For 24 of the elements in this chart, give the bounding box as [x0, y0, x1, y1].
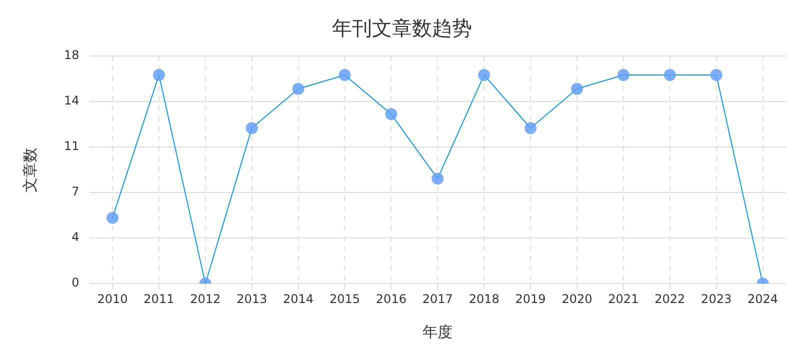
- x-tick-label: 2014: [283, 292, 314, 306]
- x-tick-label: 2016: [376, 292, 406, 306]
- x-tick-label: 2010: [97, 292, 128, 306]
- x-axis-title: 年度: [422, 322, 453, 341]
- x-tick-label: 2013: [236, 292, 268, 306]
- x-tick-label: 2020: [562, 292, 592, 306]
- x-tick-label: 2017: [422, 292, 453, 306]
- y-axis-title: 文章数: [20, 147, 39, 192]
- x-tick-label: 2024: [748, 292, 778, 306]
- x-tick-label: 2018: [468, 292, 500, 306]
- x-tick-label: 2019: [515, 292, 546, 306]
- y-tick-label: 14: [64, 94, 80, 108]
- x-tick-label: 2011: [144, 292, 174, 306]
- y-tick-label: 7: [72, 184, 80, 199]
- x-tick-label: 2015: [329, 292, 360, 306]
- chart-title: 年刊文章数趋势: [332, 16, 472, 40]
- y-tick-label: 0: [72, 276, 80, 290]
- y-tick-label: 4: [72, 230, 80, 244]
- y-tick-label: 18: [64, 48, 80, 62]
- x-tick-label: 2012: [190, 292, 221, 306]
- x-tick-label: 2023: [701, 292, 732, 306]
- x-tick-label: 2022: [654, 292, 686, 306]
- y-tick-label: 11: [64, 139, 80, 154]
- x-tick-label: 2021: [608, 292, 639, 306]
